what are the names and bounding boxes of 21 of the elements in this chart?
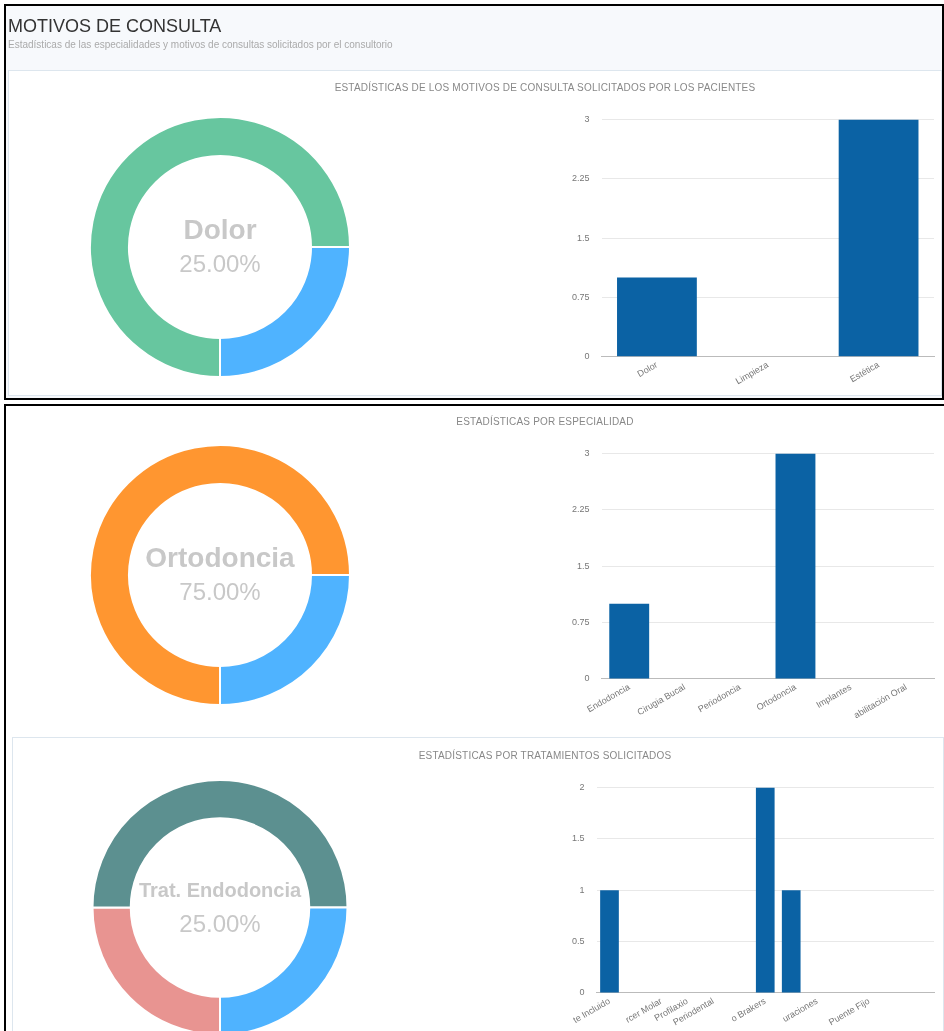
y-tick-label: 1.5: [577, 560, 590, 571]
text: MOTIVOS DE CONSULTA: [8, 16, 223, 37]
y-tick-label: 3: [584, 447, 590, 458]
y-tick-label: 2.25: [571, 173, 590, 184]
chart-title: ESTADÍSTICAS POR TRATAMIENTOS SOLICITADOS: [417, 750, 673, 761]
chart-title: ESTADÍSTICAS POR ESPECIALIDAD: [455, 416, 635, 427]
y-tick-label: 1.5: [577, 232, 590, 243]
chart-title: ESTADÍSTICAS DE LOS MOTIVOS DE CONSULTA SOLICITADOS POR LOS PACIENTES: [333, 82, 757, 93]
y-tick-label: 3: [584, 113, 590, 124]
y-tick-label: 2: [579, 781, 585, 792]
y-tick-label: 0.5: [572, 936, 585, 946]
y-tick-label: 0: [584, 351, 590, 362]
y-tick-label: 0.75: [571, 617, 590, 627]
y-tick-label: 0.75: [571, 291, 590, 302]
text: Estadísticas de las especialidades y motivos de consultas solicitados por el consultorio: [8, 39, 394, 50]
y-tick-label: 0: [579, 987, 585, 998]
y-tick-label: 0: [584, 673, 590, 684]
y-tick-label: 1: [579, 884, 585, 895]
y-tick-label: 2.25: [571, 504, 590, 515]
x-tick-label: Dolor: [635, 359, 660, 379]
y-tick-label: 1.5: [572, 833, 585, 844]
